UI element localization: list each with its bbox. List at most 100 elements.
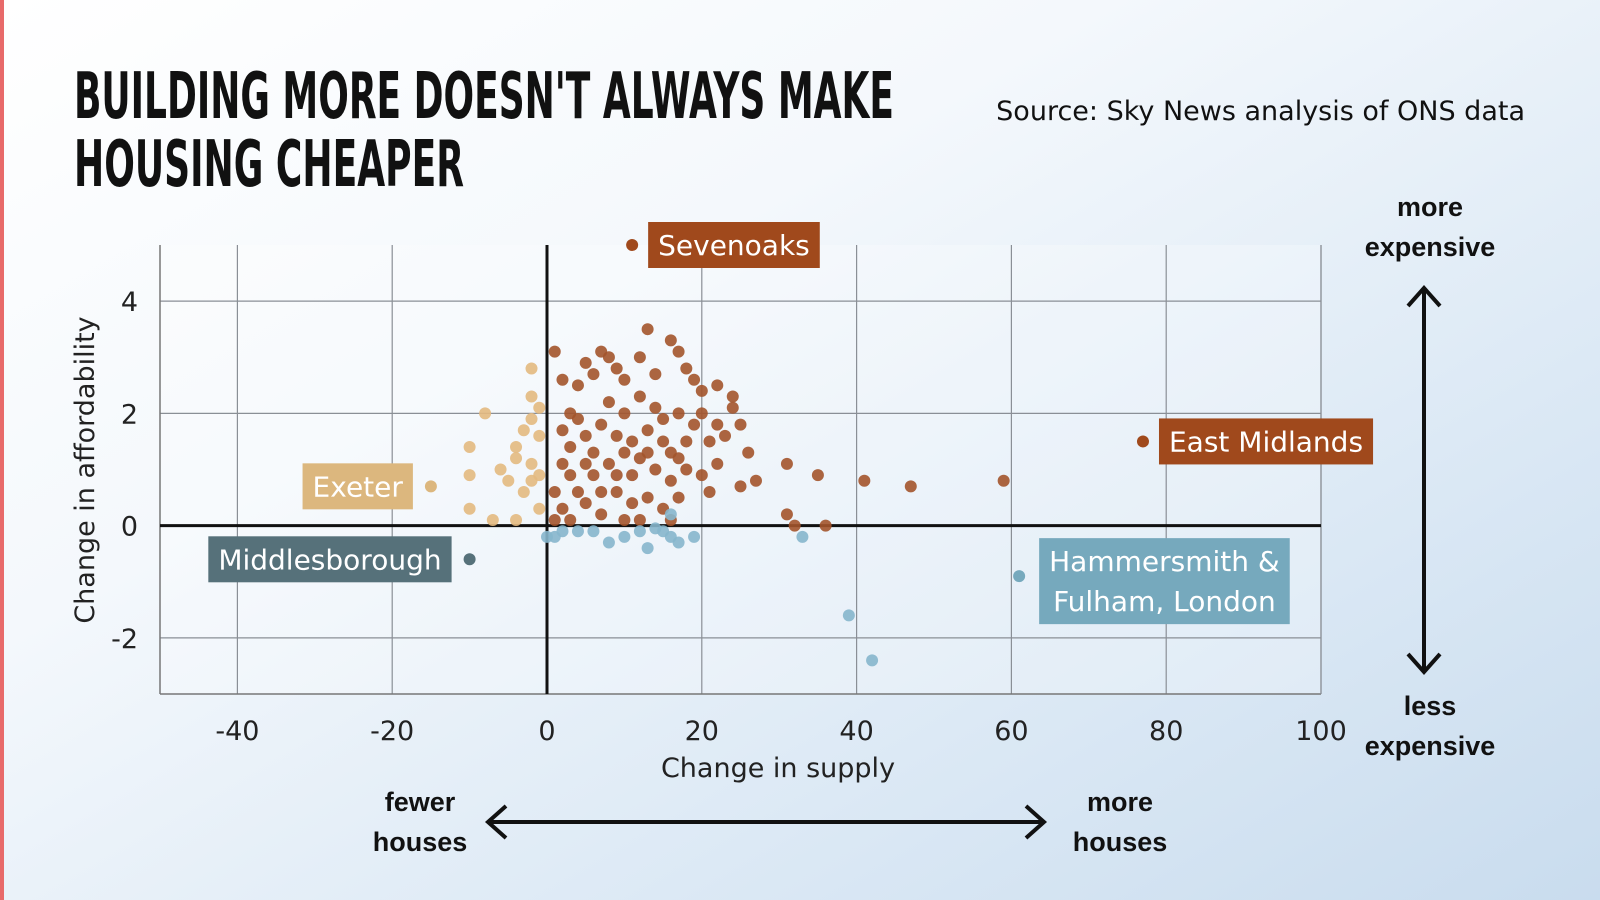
point [463, 502, 476, 515]
point [587, 368, 600, 381]
note-left: fewer houses [372, 787, 468, 857]
point [695, 407, 708, 420]
point [664, 334, 677, 347]
source: Source: Sky News analysis of ONS data [996, 96, 1525, 127]
label-text: Middlesborough [218, 543, 441, 576]
point [525, 362, 538, 375]
x-tick-label: 80 [1149, 716, 1183, 747]
point [618, 530, 631, 543]
point [633, 351, 646, 364]
point [904, 480, 917, 493]
point [672, 345, 685, 358]
label-text: Sevenoaks [658, 229, 810, 262]
point [641, 424, 654, 437]
point [680, 435, 693, 448]
point [571, 379, 584, 392]
arrow-head [484, 804, 508, 840]
point [571, 412, 584, 425]
point [618, 514, 631, 527]
point [479, 407, 492, 420]
point [641, 491, 654, 504]
y-tick-label: -2 [111, 624, 138, 655]
point [734, 418, 747, 431]
labeled-point [1136, 435, 1149, 448]
point [463, 469, 476, 482]
label-box [648, 222, 820, 268]
point [525, 412, 538, 425]
point [734, 480, 747, 493]
point [571, 485, 584, 498]
label-text: Fulham, London [1053, 585, 1276, 618]
point [672, 536, 685, 549]
point [556, 424, 569, 437]
point [525, 390, 538, 403]
point [510, 441, 523, 454]
label-box [1039, 538, 1290, 625]
point [711, 379, 724, 392]
point [811, 469, 824, 482]
point [688, 418, 701, 431]
point [688, 530, 701, 543]
point [780, 508, 793, 521]
point [548, 485, 561, 498]
point [641, 323, 654, 336]
point [742, 446, 755, 459]
point [556, 373, 569, 386]
point [626, 497, 639, 510]
point-label: Middlesborough [208, 536, 452, 583]
point-label: East Midlands [1158, 418, 1374, 465]
x-tick-label: 0 [538, 716, 555, 747]
point [711, 418, 724, 431]
note-right: more houses [1072, 787, 1168, 857]
point [602, 536, 615, 549]
point [997, 474, 1010, 487]
y-axis-label: Change in affordability [70, 316, 101, 623]
point [463, 441, 476, 454]
point [726, 390, 739, 403]
point [548, 514, 561, 527]
y-tick-label: 4 [121, 287, 138, 318]
x-tick-label: 20 [685, 716, 719, 747]
point [703, 435, 716, 448]
label-text: Exeter [313, 470, 404, 503]
chart-title: BUILDING MORE DOESN'T ALWAYS MAKE [74, 60, 894, 134]
point [657, 435, 670, 448]
point [525, 474, 538, 487]
point [641, 542, 654, 555]
point [579, 457, 592, 470]
point [780, 457, 793, 470]
labeled-point [424, 480, 437, 493]
point [602, 396, 615, 409]
point [595, 485, 608, 498]
point [858, 474, 871, 487]
point [626, 435, 639, 448]
point [494, 463, 507, 476]
point [703, 485, 716, 498]
point [688, 373, 701, 386]
x-tick-label: -20 [370, 716, 414, 747]
point [680, 463, 693, 476]
point [525, 457, 538, 470]
point [571, 525, 584, 538]
point [548, 345, 561, 358]
point [819, 519, 832, 532]
arrow-head [1406, 284, 1442, 308]
point-label: Sevenoaks [648, 222, 820, 268]
point [510, 514, 523, 527]
point [564, 469, 577, 482]
point [533, 401, 546, 414]
point [695, 469, 708, 482]
point [633, 525, 646, 538]
point [680, 362, 693, 375]
point [595, 508, 608, 521]
point [672, 491, 685, 504]
point [556, 525, 569, 538]
point [602, 351, 615, 364]
point [749, 474, 762, 487]
arrows [484, 284, 1442, 840]
point [610, 485, 623, 498]
point [610, 469, 623, 482]
edge-stripe [0, 0, 4, 900]
point [866, 654, 879, 667]
